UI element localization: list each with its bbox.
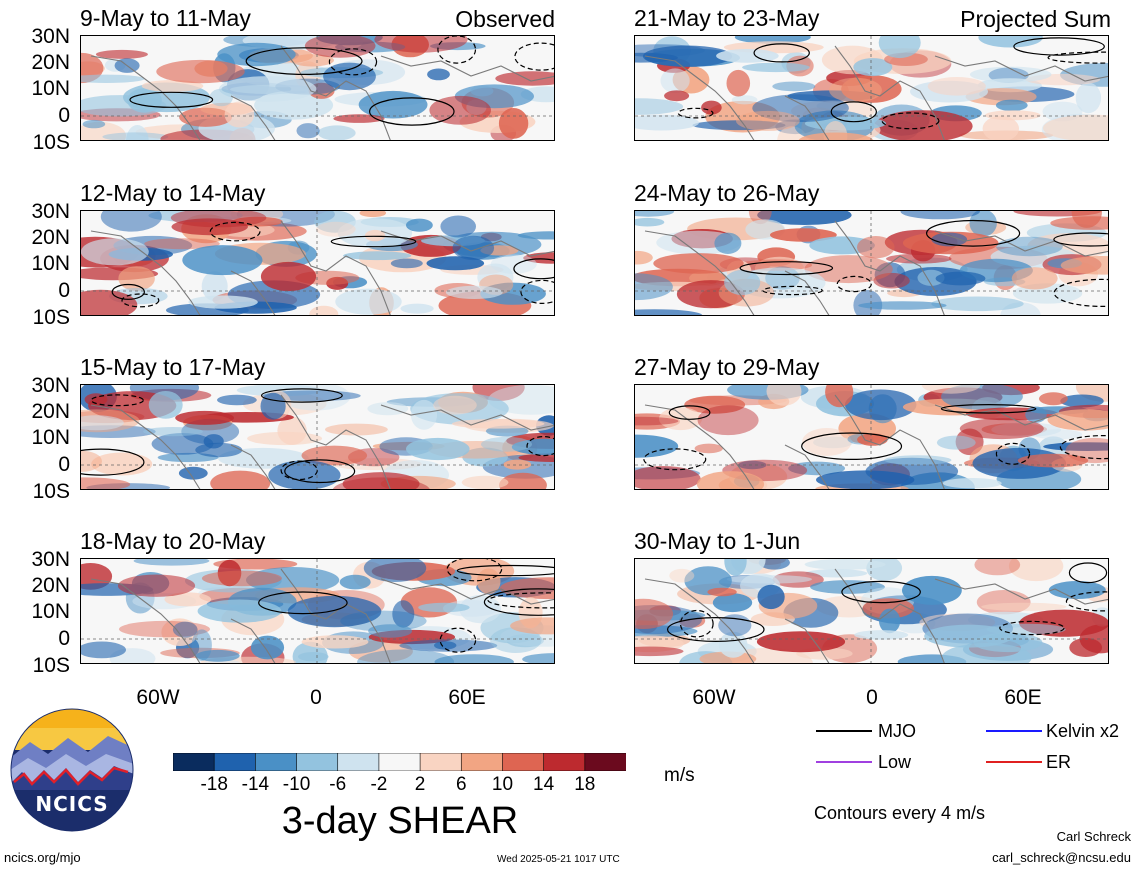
map-panel-right-3	[634, 384, 1109, 490]
legend-line-mjo	[816, 730, 872, 732]
lon-label-right-0: 0	[866, 686, 878, 709]
lat-label: 0	[58, 627, 70, 650]
lat-label: 0	[58, 104, 70, 127]
lat-label: 30N	[31, 25, 70, 48]
colorbar-swatch	[419, 752, 463, 772]
colorbar-tick-label: -6	[329, 774, 347, 795]
panel-title-left-2: 12-May to 14-May	[80, 180, 266, 206]
map-panel-left-3	[80, 384, 555, 490]
map-panel-right-1	[634, 35, 1109, 141]
lat-label: 20N	[31, 400, 70, 423]
lon-label-left-60e: 60E	[448, 686, 486, 709]
map-panel-right-2	[634, 210, 1109, 316]
lat-label: 0	[58, 279, 70, 302]
lon-label-left-60w: 60W	[136, 686, 180, 709]
panel-title-right-3: 27-May to 29-May	[634, 354, 820, 380]
map-panel-right-4	[634, 558, 1109, 664]
author-email[interactable]: carl_schreck@ncsu.edu	[992, 850, 1131, 865]
colorbar-swatch	[255, 752, 298, 772]
colorbar-units: m/s	[664, 765, 695, 786]
colorbar-tick-label: -2	[370, 774, 388, 795]
colorbar-tick-label: 18	[574, 774, 596, 795]
map-panel-left-2	[80, 210, 555, 316]
panel-title-right-2: 24-May to 26-May	[634, 180, 820, 206]
lat-label: 20N	[31, 574, 70, 597]
observed-label: Observed	[455, 6, 555, 32]
lat-label: 10N	[31, 600, 70, 623]
colorbar-title: 3-day SHEAR	[281, 800, 519, 842]
colorbar-tick-label: -10	[282, 774, 311, 795]
lat-label: 10N	[31, 252, 70, 275]
lat-label: 10N	[31, 77, 70, 100]
lat-label: 10S	[32, 306, 70, 329]
colorbar-swatch	[502, 752, 545, 772]
colorbar-swatch	[172, 752, 215, 772]
colorbar-swatch	[584, 752, 627, 772]
lon-label-left-0: 0	[310, 686, 322, 709]
colorbar-swatch	[460, 752, 504, 772]
colorbar-tick-label: 6	[455, 774, 467, 795]
lat-label: 10S	[32, 480, 70, 503]
projected-sum-label: Projected Sum	[960, 6, 1111, 32]
legend-label-mjo: MJO	[878, 721, 916, 741]
website-link[interactable]: ncics.org/mjo	[4, 850, 81, 865]
contour-note: Contours every 4 m/s	[814, 803, 986, 823]
lon-label-right-60e: 60E	[1004, 686, 1042, 709]
panel-title-right-1: 21-May to 23-May	[634, 5, 820, 31]
timestamp: Wed 2025-05-21 1017 UTC	[497, 854, 620, 865]
colorbar-tick-label: 10	[491, 774, 514, 795]
author: Carl Schreck	[1056, 829, 1131, 844]
lon-label-right-60w: 60W	[692, 686, 736, 709]
lat-label: 10S	[32, 131, 70, 154]
panel-title-left-3: 15-May to 17-May	[80, 354, 266, 380]
colorbar-tick-label: 14	[533, 774, 555, 795]
ncics-logo: NCICS	[10, 708, 134, 832]
map-panel-left-4	[80, 558, 555, 664]
lat-label: 10S	[32, 654, 70, 677]
legend-label-kelvin: Kelvin x2	[1046, 721, 1120, 741]
map-panel-left-1	[80, 35, 555, 141]
colorbar-tick-label: -18	[200, 774, 228, 795]
colorbar-swatch	[543, 752, 586, 772]
lat-label: 30N	[31, 548, 70, 571]
colorbar-swatch	[337, 752, 380, 772]
colorbar-swatch	[296, 752, 339, 772]
colorbar-tick-label: -14	[241, 774, 270, 795]
legend-label-low: Low	[878, 752, 912, 772]
legend-line-low	[816, 761, 872, 763]
panel-title-right-4: 30-May to 1-Jun	[634, 528, 801, 554]
lat-label: 30N	[31, 200, 70, 223]
lat-label: 30N	[31, 374, 70, 397]
logo-text: NCICS	[35, 792, 109, 816]
colorbar-tick-label: 2	[414, 774, 426, 795]
lat-label: 20N	[31, 226, 70, 249]
colorbar	[172, 752, 627, 772]
legend-line-kelvin	[986, 730, 1042, 732]
colorbar-swatch	[213, 752, 257, 772]
panel-title-left-1: 9-May to 11-May	[80, 5, 251, 31]
lat-label: 20N	[31, 51, 70, 74]
legend-line-er	[986, 761, 1042, 763]
panel-title-left-4: 18-May to 20-May	[80, 528, 266, 554]
lat-label: 0	[58, 453, 70, 476]
legend: MJO Kelvin x2 Low ER	[812, 718, 1132, 778]
lat-label: 10N	[31, 426, 70, 449]
colorbar-swatch	[378, 752, 421, 772]
legend-label-er: ER	[1046, 752, 1072, 772]
